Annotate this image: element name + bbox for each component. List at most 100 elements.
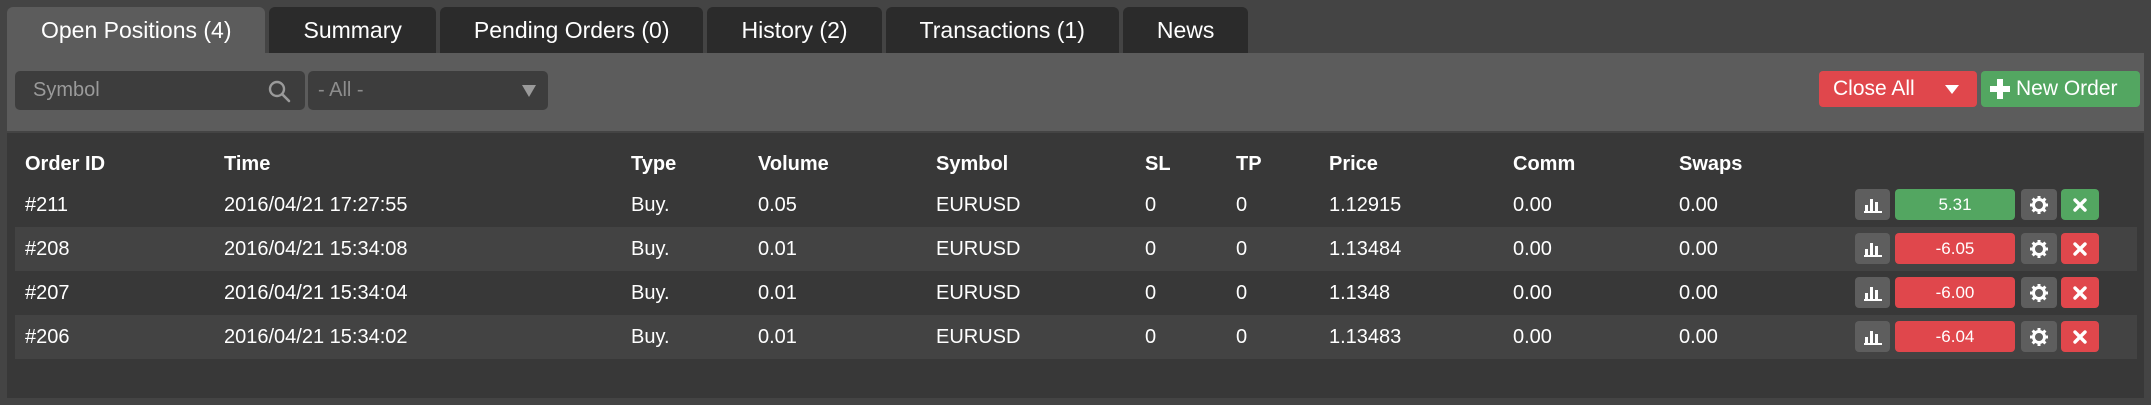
cell-swaps: 0.00 [1679, 325, 1718, 348]
settings-button[interactable] [2021, 277, 2057, 308]
table-header: Order ID Time Type Volume Symbol SL TP P… [7, 145, 2144, 183]
cell-comm: 0.00 [1513, 193, 1552, 216]
header-price[interactable]: Price [1329, 152, 1378, 175]
cell-sl: 0 [1145, 237, 1157, 260]
tab-transactions[interactable]: Transactions (1) [885, 7, 1119, 53]
chart-button[interactable] [1855, 321, 1890, 352]
cell-volume: 0.01 [758, 325, 797, 348]
table-row[interactable]: #207 2016/04/21 15:34:04 Buy. 0.01 EURUS… [15, 271, 2137, 315]
triangle-down-icon [522, 85, 536, 97]
cell-price: 1.1348 [1329, 281, 1391, 304]
search-icon[interactable] [267, 79, 291, 103]
gear-icon [2030, 327, 2048, 346]
cell-comm: 0.00 [1513, 325, 1552, 348]
cell-comm: 0.00 [1513, 237, 1552, 260]
tab-news[interactable]: News [1122, 7, 1249, 53]
cell-swaps: 0.00 [1679, 237, 1718, 260]
settings-button[interactable] [2021, 189, 2057, 220]
cell-time: 2016/04/21 15:34:04 [224, 281, 408, 304]
close-all-button[interactable]: Close All [1819, 71, 1977, 107]
cell-tp: 0 [1236, 281, 1248, 304]
header-comm[interactable]: Comm [1513, 152, 1576, 175]
cell-tp: 0 [1236, 237, 1248, 260]
close-icon [2073, 285, 2087, 300]
settings-button[interactable] [2021, 233, 2057, 264]
tab-history[interactable]: History (2) [707, 7, 882, 53]
cell-swaps: 0.00 [1679, 281, 1718, 304]
new-order-label: New Order [2016, 77, 2118, 100]
chart-button[interactable] [1855, 277, 1890, 308]
cell-comm: 0.00 [1513, 281, 1552, 304]
profit-loss-badge[interactable]: -6.00 [1895, 277, 2015, 308]
cell-volume: 0.01 [758, 281, 797, 304]
cell-price: 1.12915 [1329, 193, 1402, 216]
cell-type: Buy. [631, 325, 670, 348]
header-type[interactable]: Type [631, 152, 677, 175]
close-position-button[interactable] [2061, 189, 2099, 220]
header-swaps[interactable]: Swaps [1679, 152, 1743, 175]
header-sl[interactable]: SL [1145, 152, 1171, 175]
symbol-search-input[interactable] [15, 71, 255, 110]
plus-icon [1990, 79, 2010, 99]
filter-select-value: - All - [318, 79, 364, 101]
close-all-label: Close All [1833, 77, 1915, 100]
table-row[interactable]: #208 2016/04/21 15:34:08 Buy. 0.01 EURUS… [15, 227, 2137, 271]
tab-bar: Open Positions (4) Summary Pending Order… [7, 7, 1249, 53]
cell-volume: 0.05 [758, 193, 797, 216]
caret-down-icon[interactable] [1945, 85, 1959, 94]
cell-time: 2016/04/21 15:34:02 [224, 325, 408, 348]
chart-button[interactable] [1855, 189, 1890, 220]
open-positions-table: Order ID Time Type Volume Symbol SL TP P… [7, 133, 2144, 398]
table-row[interactable]: #211 2016/04/21 17:27:55 Buy. 0.05 EURUS… [15, 183, 2137, 227]
table-row[interactable]: #206 2016/04/21 15:34:02 Buy. 0.01 EURUS… [15, 315, 2137, 359]
gear-icon [2030, 283, 2048, 302]
cell-symbol: EURUSD [936, 193, 1021, 216]
close-position-button[interactable] [2061, 233, 2099, 264]
bar-chart-icon [1863, 198, 1882, 213]
profit-loss-badge[interactable]: -6.05 [1895, 233, 2015, 264]
cell-order-id: #206 [25, 325, 70, 348]
bar-chart-icon [1863, 286, 1882, 301]
cell-price: 1.13484 [1329, 237, 1402, 260]
header-order-id[interactable]: Order ID [25, 152, 106, 175]
cell-type: Buy. [631, 193, 670, 216]
header-time[interactable]: Time [224, 152, 271, 175]
cell-order-id: #211 [25, 193, 69, 216]
close-icon [2073, 241, 2087, 256]
cell-time: 2016/04/21 15:34:08 [224, 237, 408, 260]
toolbar: - All - Close All New Order [7, 53, 2144, 131]
new-order-button[interactable]: New Order [1981, 71, 2140, 107]
profit-loss-badge[interactable]: -6.04 [1895, 321, 2015, 352]
cell-sl: 0 [1145, 193, 1157, 216]
tab-pending-orders[interactable]: Pending Orders (0) [439, 7, 704, 53]
header-tp[interactable]: TP [1236, 152, 1262, 175]
header-symbol[interactable]: Symbol [936, 152, 1009, 175]
cell-price: 1.13483 [1329, 325, 1402, 348]
chart-button[interactable] [1855, 233, 1890, 264]
profit-loss-badge[interactable]: 5.31 [1895, 189, 2015, 220]
cell-symbol: EURUSD [936, 281, 1021, 304]
cell-order-id: #207 [25, 281, 70, 304]
cell-sl: 0 [1145, 325, 1157, 348]
close-position-button[interactable] [2061, 277, 2099, 308]
cell-type: Buy. [631, 281, 670, 304]
settings-button[interactable] [2021, 321, 2057, 352]
gear-icon [2030, 195, 2048, 214]
tab-summary[interactable]: Summary [269, 7, 436, 53]
symbol-search [15, 71, 305, 110]
cell-swaps: 0.00 [1679, 193, 1718, 216]
bar-chart-icon [1863, 330, 1882, 345]
close-icon [2073, 329, 2087, 344]
cell-tp: 0 [1236, 325, 1248, 348]
close-position-button[interactable] [2061, 321, 2099, 352]
header-volume[interactable]: Volume [758, 152, 829, 175]
gear-icon [2030, 239, 2048, 258]
tab-open-positions[interactable]: Open Positions (4) [7, 7, 266, 53]
cell-volume: 0.01 [758, 237, 797, 260]
cell-symbol: EURUSD [936, 325, 1021, 348]
cell-time: 2016/04/21 17:27:55 [224, 193, 408, 216]
bar-chart-icon [1863, 242, 1882, 257]
cell-type: Buy. [631, 237, 670, 260]
filter-select[interactable]: - All - [308, 71, 548, 110]
